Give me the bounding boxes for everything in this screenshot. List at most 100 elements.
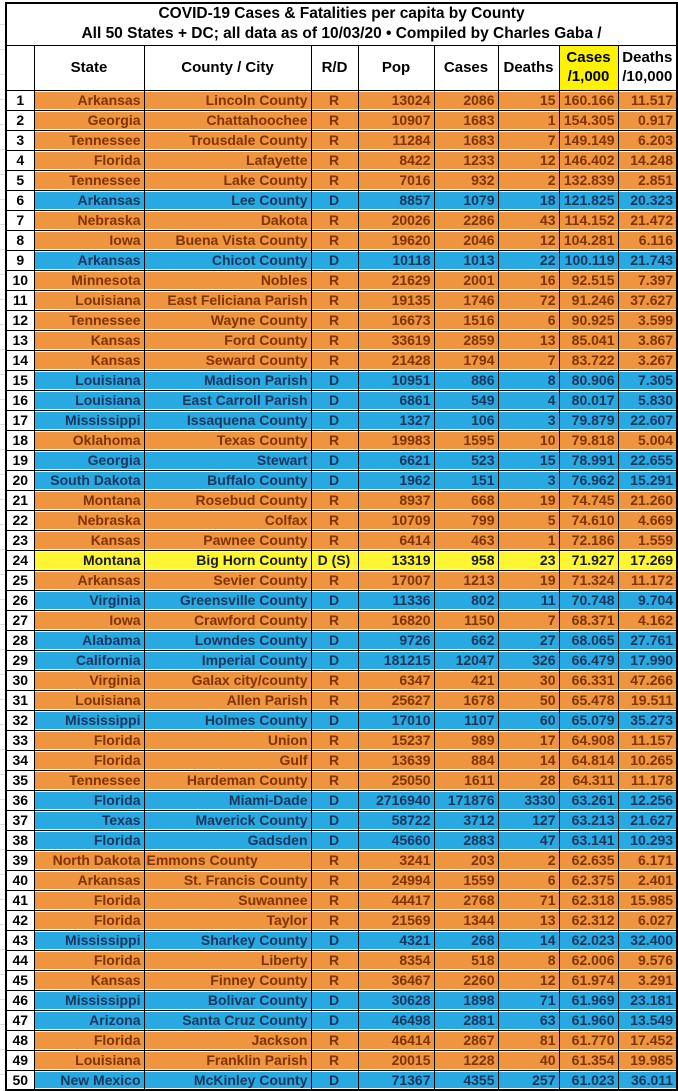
table-row: 46 Mississippi Bolivar County D 30628 18… [5,989,678,1011]
population-cell: 25627 [357,689,435,711]
table-row: 47 Arizona Santa Cruz County D 46498 288… [5,1009,678,1031]
rank-cell: 39 [5,849,35,871]
deaths-cell: 63 [497,1009,560,1031]
cases-per-1000-cell: 146.402 [558,149,619,171]
table-body: 1 Arkansas Lincoln County R 13024 2086 1… [5,89,678,1091]
county-cell: Gadsden [143,829,312,851]
deaths-cell: 6 [497,309,560,331]
deaths-per-10000-cell: 2.401 [617,869,678,891]
state-cell: Georgia [33,109,145,131]
cases-per-1000-cell: 83.722 [558,349,619,371]
cases-per-1000-cell: 64.814 [558,749,619,771]
state-cell: Tennessee [33,769,145,791]
cases-per-1000-cell: 61.969 [558,989,619,1011]
cases-cell: 203 [433,849,499,871]
cases-per-1000-cell: 62.006 [558,949,619,971]
table-row: 26 Virginia Greensville County D 11336 8… [5,589,678,611]
population-cell: 25050 [357,769,435,791]
county-cell: Suwannee [143,889,312,911]
rank-cell: 37 [5,809,35,831]
rank-cell: 22 [5,509,35,531]
party-cell: R [310,1049,359,1071]
deaths-cell: 27 [497,629,560,651]
cases-cell: 1516 [433,309,499,331]
party-cell: D [310,249,359,271]
population-cell: 1962 [357,469,435,491]
party-cell: R [310,209,359,231]
population-cell: 10118 [357,249,435,271]
table-row: 43 Mississippi Sharkey County D 4321 268… [5,929,678,951]
table-row: 50 New Mexico McKinley County D 71367 43… [5,1069,678,1091]
cases-per-1000-cell: 63.141 [558,829,619,851]
population-cell: 6621 [357,449,435,471]
population-cell: 8354 [357,949,435,971]
rank-cell: 29 [5,649,35,671]
deaths-per-10000-cell: 2.851 [617,169,678,191]
deaths-per-10000-cell: 21.472 [617,209,678,231]
state-cell: Virginia [33,669,145,691]
cases-per-1000-cell: 61.770 [558,1029,619,1051]
deaths-per-10000-cell: 19.985 [617,1049,678,1071]
county-cell: St. Francis County [143,869,312,891]
deaths-cell: 18 [497,189,560,211]
cases-cell: 932 [433,169,499,191]
state-cell: New Mexico [33,1069,145,1091]
state-cell: Montana [33,489,145,511]
population-cell: 11284 [357,129,435,151]
deaths-cell: 12 [497,969,560,991]
county-cell: Sevier County [143,569,312,591]
state-cell: Nebraska [33,209,145,231]
population-cell: 10951 [357,369,435,391]
deaths-per-10000-cell: 17.990 [617,649,678,671]
cases-cell: 1213 [433,569,499,591]
county-cell: Buffalo County [143,469,312,491]
deaths-per-10000-cell: 7.397 [617,269,678,291]
cases-cell: 1344 [433,909,499,931]
cases-per-1000-cell: 80.017 [558,389,619,411]
cases-cell: 799 [433,509,499,531]
deaths-per-10000-cell: 47.266 [617,669,678,691]
county-cell: Finney County [143,969,312,991]
table-row: 1 Arkansas Lincoln County R 13024 2086 1… [5,89,678,111]
deaths-cell: 5 [497,509,560,531]
party-cell: R [310,889,359,911]
cases-cell: 268 [433,929,499,951]
header-pop: Pop [357,44,435,91]
party-cell: R [310,149,359,171]
table-row: 30 Virginia Galax city/county R 6347 421… [5,669,678,691]
deaths-per-10000-cell: 11.517 [617,89,678,111]
state-cell: California [33,649,145,671]
table-row: 5 Tennessee Lake County R 7016 932 2 132… [5,169,678,191]
state-cell: Nebraska [33,509,145,531]
deaths-cell: 10 [497,429,560,451]
cases-cell: 518 [433,949,499,971]
population-cell: 44417 [357,889,435,911]
cases-per-1000-cell: 61.974 [558,969,619,991]
rank-cell: 34 [5,749,35,771]
cases-cell: 151 [433,469,499,491]
population-cell: 45660 [357,829,435,851]
population-cell: 8857 [357,189,435,211]
county-cell: Greensville County [143,589,312,611]
cases-per-1000-cell: 100.119 [558,249,619,271]
cases-cell: 802 [433,589,499,611]
header-county: County / City [143,44,312,91]
party-cell: D (S) [310,549,359,571]
deaths-per-10000-cell: 21.743 [617,249,678,271]
rank-cell: 31 [5,689,35,711]
cases-cell: 106 [433,409,499,431]
rank-cell: 14 [5,349,35,371]
cases-per-1000-cell: 62.318 [558,889,619,911]
state-cell: Arkansas [33,249,145,271]
title-line-1: COVID-19 Cases & Fatalities per capita b… [158,5,525,22]
cases-cell: 1559 [433,869,499,891]
cases-cell: 886 [433,369,499,391]
state-cell: Louisiana [33,689,145,711]
party-cell: D [310,649,359,671]
table-row: 34 Florida Gulf R 13639 884 14 64.814 10… [5,749,678,771]
deaths-cell: 16 [497,269,560,291]
population-cell: 8937 [357,489,435,511]
deaths-per-10000-cell: 37.627 [617,289,678,311]
deaths-cell: 7 [497,129,560,151]
rank-cell: 40 [5,869,35,891]
